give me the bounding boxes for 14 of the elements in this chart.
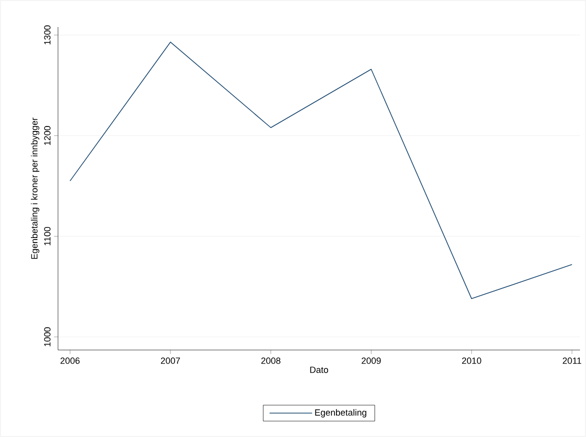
y-tick-label: 1200 <box>44 126 51 145</box>
y-tick-label: 1100 <box>44 227 51 246</box>
legend-label: Egenbetaling <box>315 409 366 418</box>
x-axis-title: Dato <box>310 366 328 373</box>
x-tick-label: 2009 <box>362 358 381 364</box>
y-axis-title: Egenbetaling i kroner per innbygger <box>30 118 40 259</box>
y-tick-label: 1300 <box>44 25 51 44</box>
x-tick-label: 2010 <box>462 358 482 364</box>
y-tick-label: 1000 <box>44 327 51 346</box>
x-tick-label: 2008 <box>261 358 280 364</box>
line-series <box>70 42 572 300</box>
x-tick-label: 2007 <box>160 358 180 364</box>
x-tick-label: 2011 <box>562 358 582 364</box>
x-tick-label: 2006 <box>60 358 80 364</box>
